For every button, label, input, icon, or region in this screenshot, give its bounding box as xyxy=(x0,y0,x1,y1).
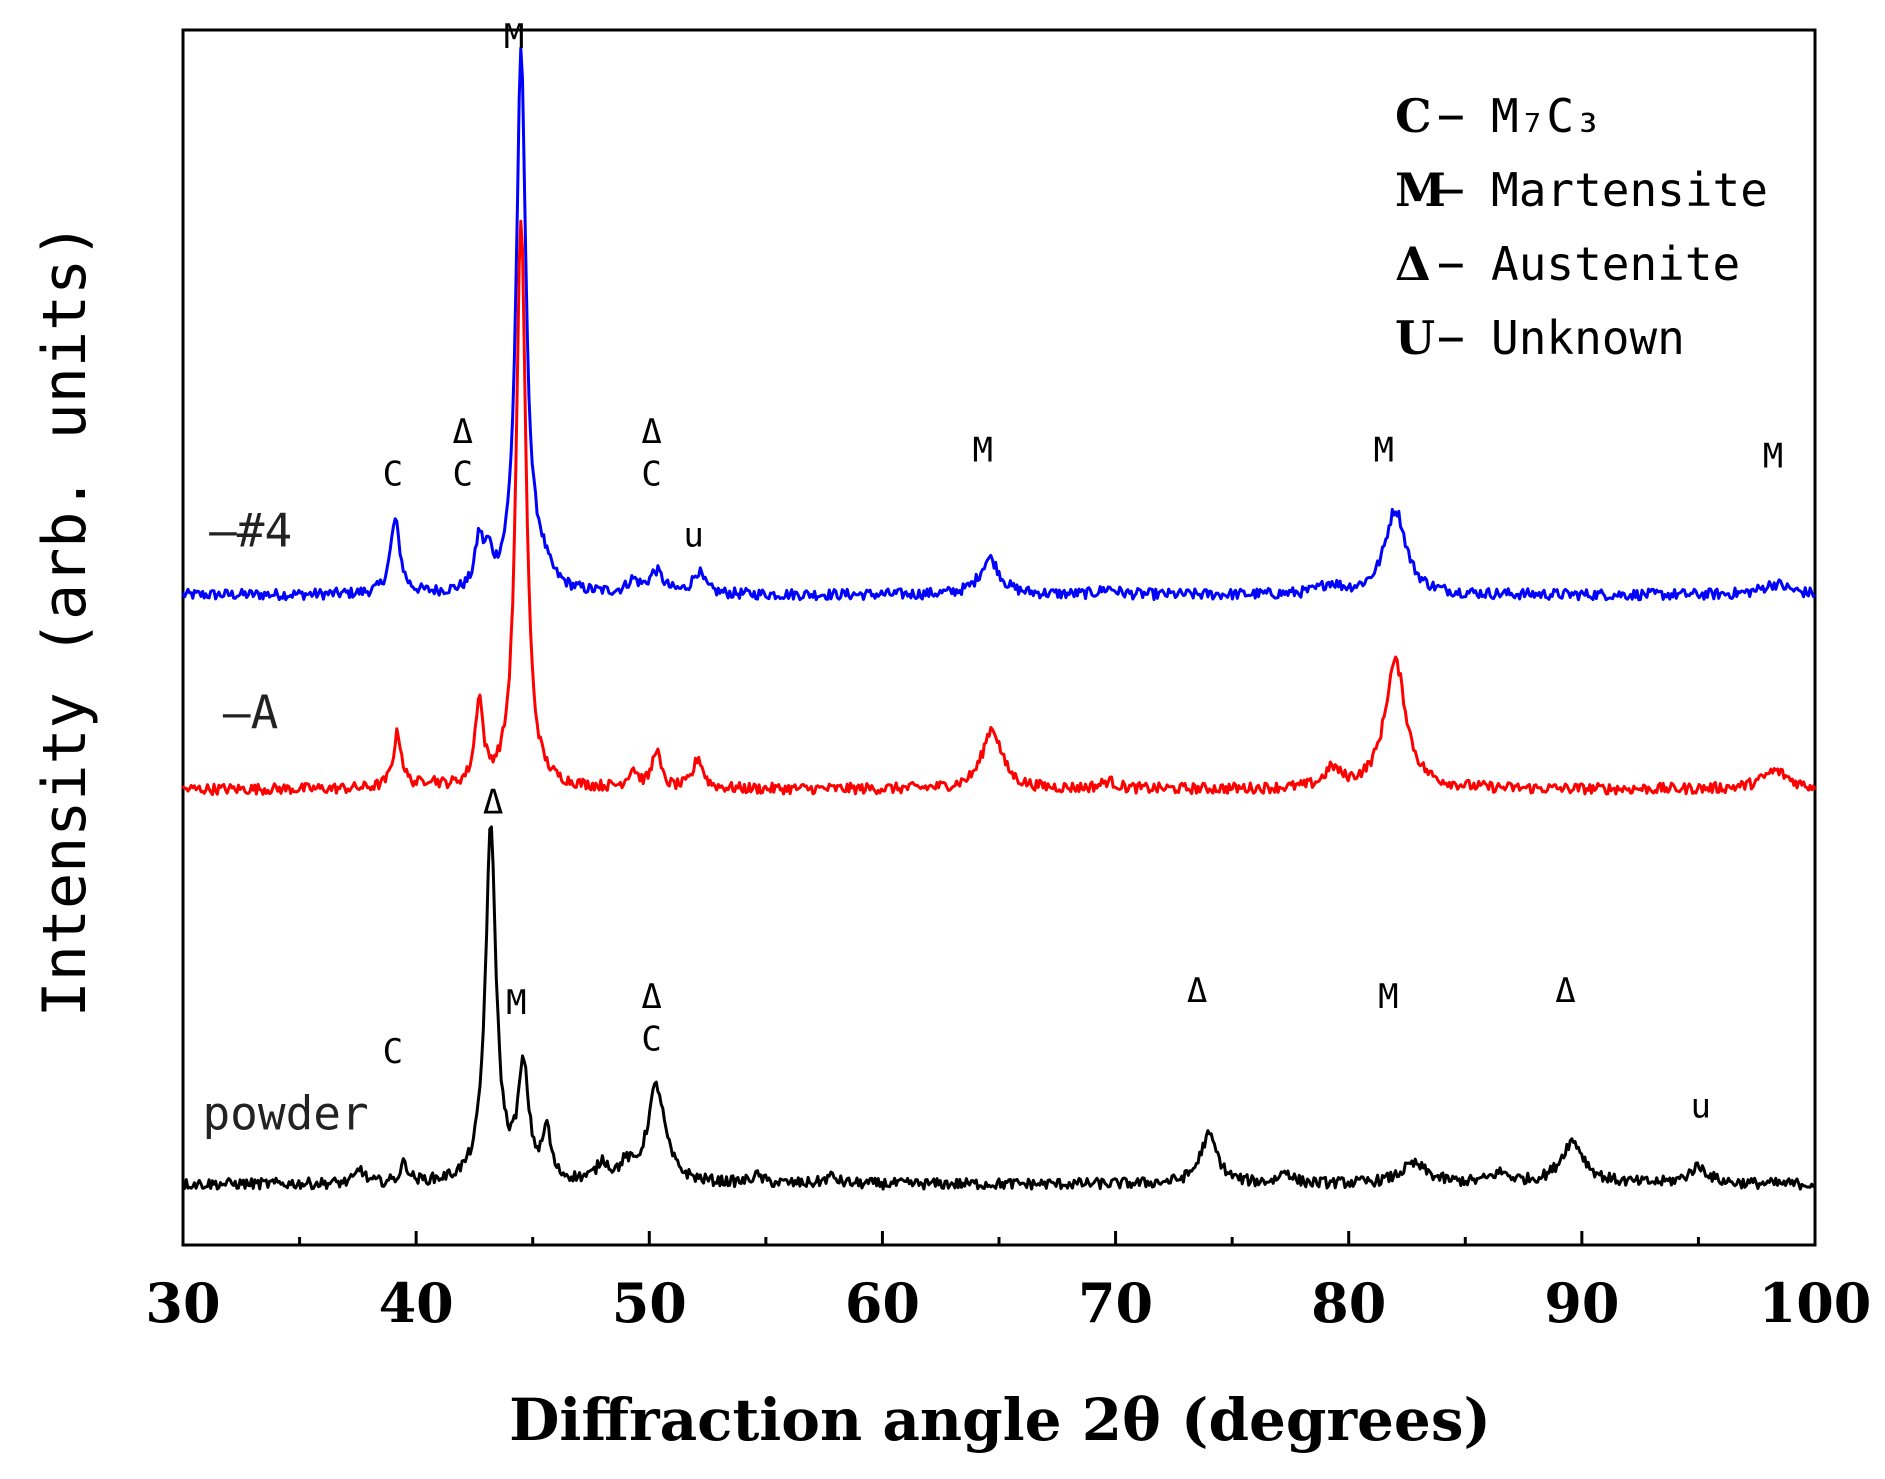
peak-annotation: C xyxy=(383,1032,403,1072)
peak-annotation: C xyxy=(383,455,403,495)
legend-dash: − xyxy=(1437,89,1465,143)
series-lines xyxy=(181,46,1817,1191)
series-name-label: powder xyxy=(202,1087,368,1141)
peak-annotation: C xyxy=(641,1020,661,1060)
legend-symbol: C xyxy=(1395,89,1432,143)
peak-annotation: M xyxy=(506,983,526,1023)
peak-annotation: u xyxy=(1691,1086,1711,1126)
x-tick-label: 50 xyxy=(612,1271,687,1335)
peak-annotation: M xyxy=(504,17,524,57)
peak-annotation: Δ xyxy=(641,977,661,1017)
series-line-4 xyxy=(181,46,1817,602)
series-name-labels: —#4 —A powder xyxy=(202,503,368,1140)
legend-entry-text: Austenite xyxy=(1491,237,1740,291)
x-tick-label: 40 xyxy=(379,1271,454,1335)
x-tick-label: 100 xyxy=(1759,1271,1872,1335)
peak-annotation: Δ xyxy=(453,412,473,452)
legend-entry-text: Martensite xyxy=(1491,163,1768,217)
legend-symbol: Δ xyxy=(1395,237,1431,291)
x-tick-label: 80 xyxy=(1311,1271,1386,1335)
series-line-powder xyxy=(181,825,1816,1191)
legend-symbol: M xyxy=(1395,163,1446,217)
x-tick-label: 60 xyxy=(845,1271,920,1335)
series-line-a xyxy=(181,219,1817,796)
x-axis-label: Diffraction angle 2θ (degrees) xyxy=(509,1386,1491,1454)
x-tick-label: 30 xyxy=(145,1271,220,1335)
x-tick-label: 90 xyxy=(1544,1271,1619,1335)
peak-annotation: Δ xyxy=(641,412,661,452)
legend-symbol: U xyxy=(1395,311,1435,365)
y-axis-label: Intensity (arb. units) xyxy=(30,223,100,1018)
peak-annotation: M xyxy=(972,430,992,470)
peak-annotation: M xyxy=(1763,436,1783,476)
x-axis-ticks xyxy=(181,1231,1817,1245)
x-tick-label: 70 xyxy=(1078,1271,1153,1335)
peak-annotation: u xyxy=(683,515,703,555)
peak-annotation: M xyxy=(1378,977,1398,1017)
legend-dash: − xyxy=(1437,311,1465,365)
series-name-label: —#4 xyxy=(209,503,292,557)
series-name-label: —A xyxy=(223,686,278,740)
peak-annotation: Δ xyxy=(1555,971,1575,1011)
legend-dash: − xyxy=(1437,163,1465,217)
legend-dash: − xyxy=(1437,237,1465,291)
x-axis-tick-labels: 30 40 50 60 70 80 90 100 xyxy=(145,1271,1871,1335)
peak-annotation: Δ xyxy=(1187,971,1207,1011)
peak-annotation: C xyxy=(641,455,661,495)
peak-annotation: Δ xyxy=(483,783,503,823)
legend-entry-text: M₇C₃ xyxy=(1491,89,1602,143)
legend-entry-text: Unknown xyxy=(1491,311,1685,365)
peak-annotation: C xyxy=(453,455,473,495)
peak-annotation: M xyxy=(1373,430,1393,470)
